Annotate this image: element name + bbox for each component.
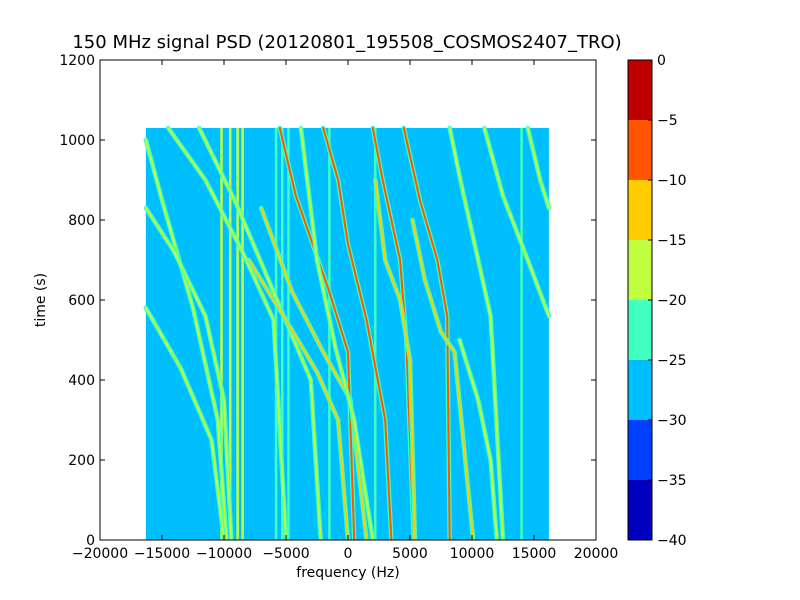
trace-1 <box>144 207 233 540</box>
plot-area <box>100 60 596 540</box>
x-tick-label: −20000 <box>72 546 128 562</box>
colorbar-tick-label: −25 <box>657 353 687 369</box>
chart-title: 150 MHz signal PSD (20120801_195508_COSM… <box>72 32 621 53</box>
x-axis: −20000 −15000 −10000 −5000 0 5000 10000 15000 20… <box>72 60 618 562</box>
colorbar-segment <box>628 360 652 420</box>
y-tick-label: 200 <box>68 453 95 469</box>
colorbar-segment <box>628 420 652 480</box>
x-tick-label: 0 <box>344 546 353 562</box>
colorbar-segment <box>628 480 652 540</box>
trace-6 <box>260 207 368 540</box>
x-tick-label: −5000 <box>262 546 309 562</box>
colorbar-tick-label: −5 <box>657 113 678 129</box>
x-tick-label: 5000 <box>392 546 428 562</box>
trace-9 <box>371 127 415 540</box>
y-tick-label: 1200 <box>59 53 95 69</box>
colorbar-ticks: −40 −35 −30 −25 −20 −15 −10 −5 0 <box>648 53 687 549</box>
trace-15 <box>526 127 550 209</box>
colorbar-segment <box>628 60 652 120</box>
colorbar-tick-label: −20 <box>657 293 687 309</box>
trace-2 <box>144 307 225 540</box>
y-tick-label: 600 <box>68 293 95 309</box>
y-axis-label: time (s) <box>33 273 49 327</box>
x-tick-label: 15000 <box>512 546 557 562</box>
x-axis-label: frequency (Hz) <box>296 565 399 581</box>
y-tick-label: 800 <box>68 213 95 229</box>
trace-0 <box>144 139 228 540</box>
colorbar-tick-label: −10 <box>657 173 687 189</box>
trace-4 <box>198 127 322 540</box>
psd-background <box>145 128 549 540</box>
x-tick-label: −10000 <box>196 546 252 562</box>
x-tick-label: 10000 <box>450 546 495 562</box>
x-tick-label: 20000 <box>574 546 619 562</box>
colorbar-segment <box>628 180 652 240</box>
trace-8 <box>247 259 349 540</box>
y-tick-label: 1000 <box>59 133 95 149</box>
trace-14 <box>483 127 550 317</box>
colorbar <box>628 60 652 540</box>
heatmap <box>143 125 552 540</box>
trace-7 <box>322 127 393 540</box>
colorbar-segment <box>628 120 652 180</box>
y-tick-label: 400 <box>68 373 95 389</box>
trace-3 <box>167 127 287 540</box>
colorbar-tick-label: 0 <box>657 53 666 69</box>
trace-12 <box>411 219 475 540</box>
trace-10 <box>374 179 416 540</box>
trace-16 <box>299 127 374 540</box>
trace-11 <box>402 127 451 540</box>
trace-13 <box>448 127 504 540</box>
colorbar-segment <box>628 300 652 360</box>
colorbar-tick-label: −30 <box>657 413 687 429</box>
x-tick-label: −15000 <box>134 546 190 562</box>
y-tick-label: 0 <box>86 533 95 549</box>
colorbar-tick-label: −35 <box>657 473 687 489</box>
colorbar-segment <box>628 240 652 300</box>
y-axis: 0 200 400 600 800 1000 1200 <box>59 53 596 549</box>
colorbar-tick-label: −15 <box>657 233 687 249</box>
colorbar-tick-label: −40 <box>657 533 687 549</box>
trace-17 <box>458 339 498 540</box>
